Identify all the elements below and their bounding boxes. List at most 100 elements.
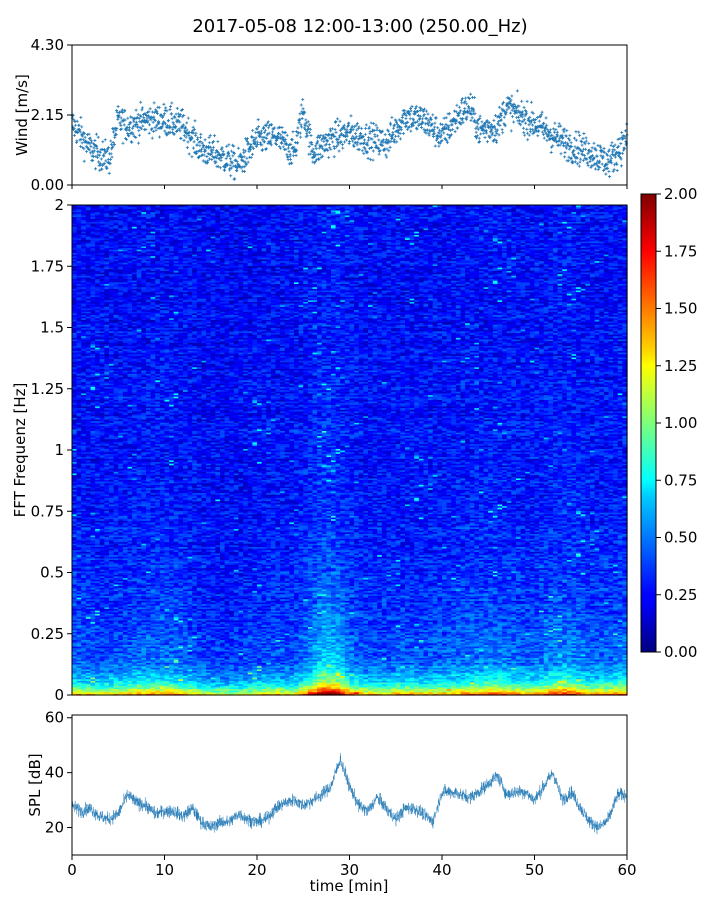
wind-point <box>196 143 199 146</box>
wind-point <box>153 101 156 104</box>
wind-point <box>413 110 416 113</box>
wind-point <box>582 132 585 135</box>
wind-point <box>100 157 103 160</box>
wind-point <box>586 161 589 164</box>
wind-point <box>88 133 91 136</box>
wind-point <box>327 156 330 159</box>
wind-point <box>435 117 438 120</box>
wind-point <box>384 133 387 136</box>
wind-point <box>292 154 295 157</box>
wind-point <box>525 112 528 115</box>
wind-point <box>144 128 147 131</box>
wind-point <box>574 130 577 133</box>
wind-point <box>289 158 292 161</box>
wind-point <box>187 117 190 120</box>
wind-point <box>96 147 99 150</box>
wind-point <box>376 134 379 137</box>
wind-point <box>433 122 436 125</box>
wind-point <box>480 120 483 123</box>
wind-point <box>402 132 405 135</box>
wind-point <box>120 116 123 119</box>
wind-point <box>310 134 313 137</box>
wind-point <box>309 152 312 155</box>
wind-point <box>121 142 124 145</box>
wind-point <box>248 150 251 153</box>
wind-point <box>580 140 583 143</box>
wind-point <box>501 128 504 131</box>
wind-point <box>527 123 530 126</box>
wind-point <box>341 143 344 146</box>
wind-point <box>170 101 173 104</box>
wind-point <box>288 150 291 153</box>
wind-point <box>97 136 100 139</box>
wind-point <box>148 123 151 126</box>
wind-point <box>78 124 81 127</box>
wind-point <box>372 122 375 125</box>
wind-point <box>530 101 533 104</box>
wind-point <box>377 138 380 141</box>
wind-point <box>620 131 623 134</box>
wind-point <box>352 144 355 147</box>
wind-point <box>112 130 115 133</box>
wind-point <box>141 125 144 128</box>
wind-point <box>393 138 396 141</box>
wind-point <box>117 105 120 108</box>
wind-point <box>97 150 100 153</box>
wind-point <box>251 129 254 132</box>
wind-point <box>194 119 197 122</box>
wind-point <box>271 131 274 134</box>
wind-point <box>149 107 152 110</box>
wind-point <box>471 116 474 119</box>
wind-point <box>541 111 544 114</box>
wind-point <box>198 144 201 147</box>
wind-point <box>492 119 495 122</box>
wind-point <box>360 127 363 130</box>
wind-point <box>565 129 568 132</box>
wind-point <box>581 137 584 140</box>
wind-point <box>599 154 602 157</box>
wind-point <box>589 160 592 163</box>
wind-point <box>599 144 602 147</box>
wind-point <box>469 119 472 122</box>
wind-point <box>559 125 562 128</box>
wind-point <box>479 115 482 118</box>
wind-point <box>431 113 434 116</box>
wind-point <box>296 141 299 144</box>
wind-point <box>542 122 545 125</box>
wind-point <box>289 153 292 156</box>
wind-point <box>243 170 246 173</box>
wind-point <box>270 123 273 126</box>
wind-point <box>362 152 365 155</box>
wind-point <box>596 155 599 158</box>
wind-point <box>597 168 600 171</box>
wind-point <box>199 136 202 139</box>
wind-point <box>420 126 423 129</box>
wind-point <box>433 126 436 129</box>
wind-point <box>104 159 107 162</box>
wind-point <box>281 126 284 129</box>
figure-title: 2017-05-08 12:00-13:00 (250.00_Hz) <box>192 16 527 37</box>
wind-point <box>322 140 325 143</box>
wind-point <box>395 140 398 143</box>
wind-point <box>624 137 627 140</box>
wind-point <box>366 141 369 144</box>
wind-point <box>228 167 231 170</box>
wind-point <box>543 137 546 140</box>
wind-point <box>607 170 610 173</box>
wind-point <box>473 96 476 99</box>
wind-point <box>364 127 367 130</box>
wind-point <box>194 132 197 135</box>
wind-point <box>152 121 155 124</box>
wind-point <box>299 136 302 139</box>
wind-point <box>116 118 119 121</box>
wind-point <box>229 164 232 167</box>
wind-point <box>401 116 404 119</box>
wind-point <box>434 145 437 148</box>
wind-point <box>316 140 319 143</box>
wind-point <box>370 121 373 124</box>
wind-point <box>365 123 368 126</box>
wind-point <box>386 148 389 151</box>
wind-point <box>585 136 588 139</box>
wind-point <box>573 153 576 156</box>
